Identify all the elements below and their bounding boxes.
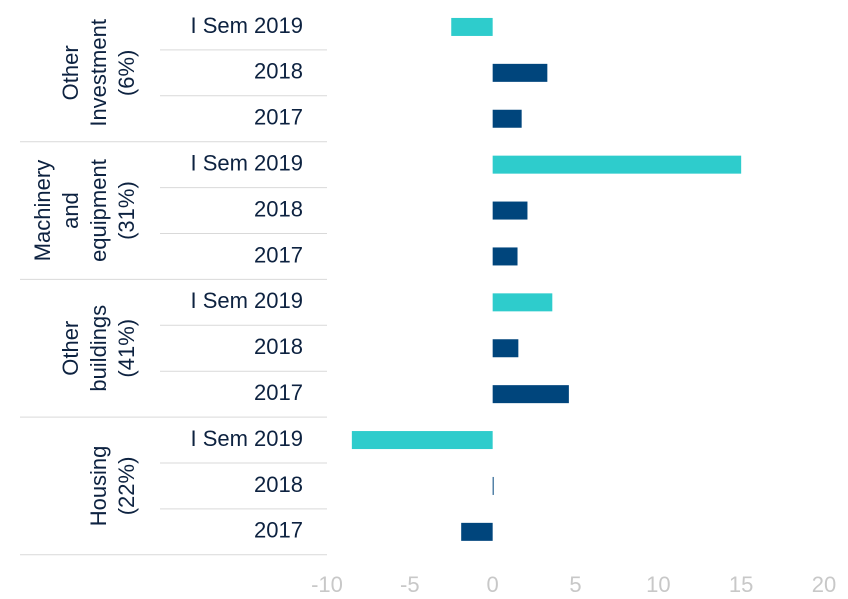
category-label: 2017 — [254, 242, 303, 267]
category-label: I Sem 2019 — [190, 150, 303, 175]
category-label: 2017 — [254, 380, 303, 405]
group-label: (41%) — [114, 319, 139, 378]
category-label: I Sem 2019 — [190, 426, 303, 451]
bar — [492, 293, 553, 312]
group-label: buildings — [86, 305, 111, 392]
bar — [461, 522, 493, 541]
bar — [492, 476, 494, 495]
bar — [492, 201, 528, 220]
group-label: equipment — [86, 159, 111, 262]
group-label: Housing — [86, 446, 111, 527]
category-label: 2017 — [254, 105, 303, 130]
bar — [492, 385, 569, 404]
bar — [451, 17, 493, 36]
x-tick-label: 15 — [729, 572, 753, 597]
bar — [351, 431, 493, 450]
category-label: 2018 — [254, 334, 303, 359]
x-tick-label: 0 — [487, 572, 499, 597]
group-label: Other — [58, 321, 83, 376]
category-label: 2018 — [254, 472, 303, 497]
x-tick-label: -10 — [311, 572, 343, 597]
x-tick-label: 5 — [569, 572, 581, 597]
group-label: Investment — [86, 19, 111, 127]
x-tick-label: 10 — [646, 572, 670, 597]
bar — [492, 247, 518, 266]
group-label: (22%) — [114, 457, 139, 516]
x-tick-label: -5 — [400, 572, 420, 597]
category-label: I Sem 2019 — [190, 13, 303, 38]
category-label: 2018 — [254, 59, 303, 84]
category-label: 2018 — [254, 196, 303, 221]
group-label: (6%) — [114, 50, 139, 96]
group-label: Other — [58, 45, 83, 100]
bar — [492, 63, 548, 82]
bar — [492, 109, 522, 128]
x-tick-label: 20 — [812, 572, 836, 597]
group-label: (31%) — [114, 181, 139, 240]
bar — [492, 339, 519, 358]
group-label: and — [58, 192, 83, 229]
bar — [492, 155, 742, 174]
category-label: 2017 — [254, 518, 303, 543]
group-label: Machinery — [30, 160, 55, 261]
category-label: I Sem 2019 — [190, 288, 303, 313]
